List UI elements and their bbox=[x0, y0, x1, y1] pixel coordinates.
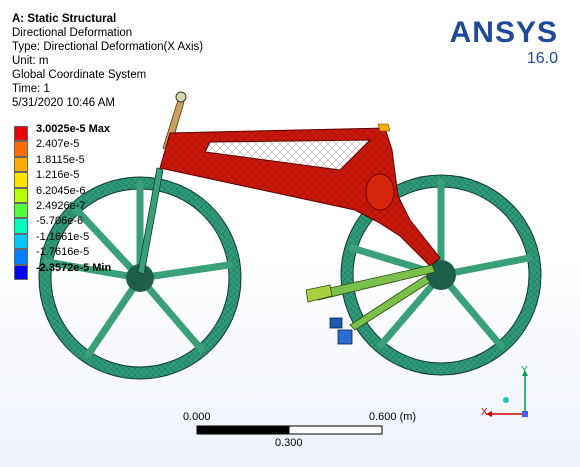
scale-mid-label: 0.300 bbox=[275, 437, 303, 449]
result-timestamp: 5/31/2020 10:46 AM bbox=[12, 97, 115, 109]
axis-triad[interactable] bbox=[478, 362, 538, 422]
coordinate-system: Global Coordinate System bbox=[12, 69, 147, 81]
front-wheel bbox=[340, 174, 542, 376]
triad-y-label: Y bbox=[521, 365, 528, 376]
legend-color-band bbox=[14, 233, 28, 250]
scale-right-label: 0.600 (m) bbox=[369, 411, 417, 423]
legend-color-band bbox=[14, 156, 28, 173]
legend-value-label: 1.8115e-5 bbox=[36, 153, 85, 166]
bicycle-frame bbox=[159, 123, 441, 267]
legend-max-label: 3.0025e-5 Max bbox=[36, 123, 110, 135]
legend-color-band bbox=[14, 187, 28, 203]
ansys-logo: ANSYS 16.0 bbox=[450, 18, 558, 68]
brand-version: 16.0 bbox=[526, 50, 558, 67]
brand-name: ANSYS bbox=[449, 16, 558, 49]
legend-value-label: 2.4926e-7 bbox=[36, 200, 86, 212]
legend-color-band bbox=[14, 264, 28, 280]
legend-value-label: -5.706e-6 bbox=[36, 215, 84, 228]
legend-min-label: -2.3572e-5 Min bbox=[36, 261, 112, 274]
legend-color-band bbox=[14, 218, 28, 234]
legend-value-label: -1.7616e-5 bbox=[36, 246, 90, 259]
legend-color-band bbox=[14, 141, 28, 157]
rear-strut bbox=[137, 167, 164, 275]
analysis-title: A: Static Structural bbox=[12, 13, 117, 25]
legend-value-label: 6.2045e-6 bbox=[36, 184, 86, 197]
result-time: Time: 1 bbox=[12, 83, 50, 95]
result-info-panel: A: Static Structural Directional Deforma… bbox=[12, 12, 203, 110]
legend-color-band bbox=[14, 249, 28, 265]
result-unit: Unit: m bbox=[12, 55, 49, 67]
legend-color-band bbox=[14, 126, 28, 142]
legend-value-label: 2.407e-5 bbox=[36, 138, 80, 151]
legend-color-band bbox=[14, 203, 28, 219]
legend-value-label: -1.1661e-5 bbox=[36, 230, 90, 243]
result-type: Type: Directional Deformation(X Axis) bbox=[12, 41, 204, 53]
crank-assembly bbox=[305, 264, 436, 345]
legend-value-label: 1.216e-5 bbox=[36, 169, 80, 182]
legend-color-band bbox=[14, 172, 28, 188]
result-name: Directional Deformation bbox=[12, 27, 133, 39]
scale-left-label: 0.000 bbox=[183, 411, 211, 423]
triad-x-label: X bbox=[481, 407, 488, 418]
